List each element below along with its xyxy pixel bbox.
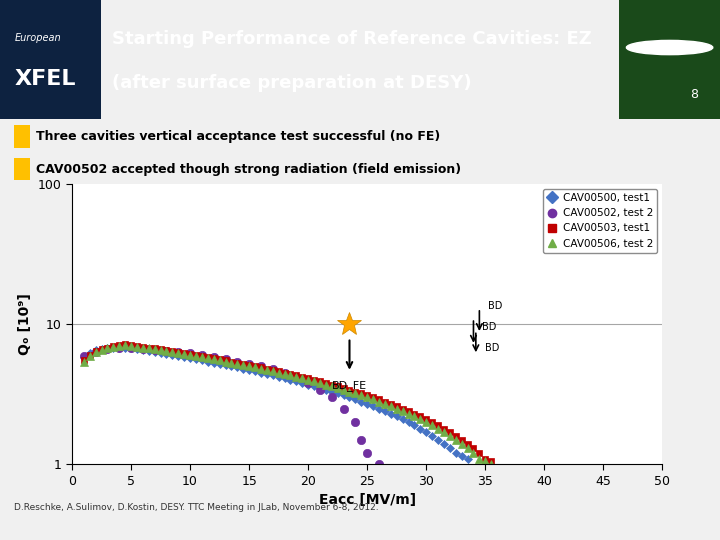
CAV00503, test1 [310,376,318,383]
CAV00502, test 2 [103,346,112,353]
Legend: CAV00500, test1, CAV00502, test 2, CAV00503, test1, CAV00506, test 2: CAV00500, test1, CAV00502, test 2, CAV00… [543,189,657,253]
CAV00502, test 2 [269,366,277,372]
Text: D.Reschke, A.Sulimov, D.Kostin, DESY. TTC Meeting in JLab, November 6-8, 2012.: D.Reschke, A.Sulimov, D.Kostin, DESY. TT… [14,503,379,512]
CAV00502, test 2 [186,350,194,356]
CAV00503, test1 [210,355,218,361]
CAV00500, test1 [115,345,124,351]
CAV00502, test 2 [79,353,88,360]
CAV00506, test 2 [433,426,442,432]
CAV00503, test1 [487,458,495,464]
CAV00502, test 2 [245,361,253,367]
CAV00502, test 2 [138,346,147,353]
CAV00502, test 2 [339,406,348,412]
CAV00500, test1 [180,354,189,361]
Text: 8: 8 [690,88,698,101]
CAV00502, test 2 [315,387,324,393]
CAV00502, test 2 [233,359,242,365]
CAV00502, test 2 [387,471,395,477]
CAV00502, test 2 [221,356,230,362]
Circle shape [626,40,713,55]
CAV00500, test1 [204,359,212,365]
CAV00502, test 2 [292,374,301,380]
CAV00506, test 2 [138,345,147,351]
CAV00506, test 2 [210,356,218,362]
CAV00500, test1 [251,368,259,375]
CAV00500, test1 [387,410,395,417]
CAV00502, test 2 [127,345,135,352]
CAV00502, test 2 [328,394,336,401]
Text: BD_FE: BD_FE [332,381,367,392]
Bar [14,158,30,180]
Text: (after surface preparation at DESY): (after surface preparation at DESY) [112,73,471,92]
CAV00500, test1 [109,345,117,351]
CAV00502, test 2 [115,345,124,352]
CAV00502, test 2 [351,419,360,426]
Line: CAV00502, test 2: CAV00502, test 2 [80,345,395,478]
Text: BD: BD [482,322,496,332]
CAV00503, test1 [121,341,130,347]
CAV00502, test 2 [150,347,159,354]
CAV00502, test 2 [256,363,265,369]
CAV00506, test 2 [121,342,130,348]
CAV00506, test 2 [487,461,495,468]
CAV00502, test 2 [197,352,206,359]
CAV00503, test1 [433,422,442,429]
CAV00500, test1 [79,354,88,361]
FancyBboxPatch shape [619,0,720,119]
CAV00503, test1 [138,343,147,350]
CAV00506, test 2 [180,351,189,357]
Text: Three cavities vertical acceptance test successful (no FE): Three cavities vertical acceptance test … [36,131,440,144]
CAV00500, test1 [440,441,449,447]
CAV00502, test 2 [304,380,312,386]
Text: BD: BD [487,301,502,310]
Text: CAV00502 accepted though strong radiation (field emission): CAV00502 accepted though strong radiatio… [36,163,461,176]
CAV00502, test 2 [280,369,289,376]
CAV00506, test 2 [79,359,88,365]
CAV00502, test 2 [210,354,218,361]
Text: BD: BD [485,342,500,353]
Line: CAV00503, test1: CAV00503, test1 [81,341,495,465]
CAV00502, test 2 [91,349,100,355]
CAV00503, test1 [428,419,436,426]
FancyBboxPatch shape [0,0,101,119]
Bar [14,125,30,148]
Line: CAV00506, test 2: CAV00506, test 2 [80,341,495,469]
CAV00506, test 2 [428,422,436,429]
CAV00500, test1 [463,455,472,462]
CAV00503, test1 [79,357,88,364]
Text: Starting Performance of Reference Cavities: EZ: Starting Performance of Reference Caviti… [112,30,591,48]
X-axis label: Eacc [MV/m]: Eacc [MV/m] [319,494,415,508]
CAV00502, test 2 [357,436,366,443]
CAV00502, test 2 [174,349,183,355]
CAV00503, test1 [180,350,189,356]
CAV00502, test 2 [162,348,171,354]
Text: XFEL: XFEL [14,69,76,89]
CAV00502, test 2 [374,461,383,468]
Y-axis label: Qₒ [10⁹]: Qₒ [10⁹] [18,293,32,355]
CAV00506, test 2 [310,378,318,384]
CAV00502, test 2 [363,450,372,456]
Line: CAV00500, test1: CAV00500, test1 [81,345,470,461]
Text: European: European [14,33,61,43]
